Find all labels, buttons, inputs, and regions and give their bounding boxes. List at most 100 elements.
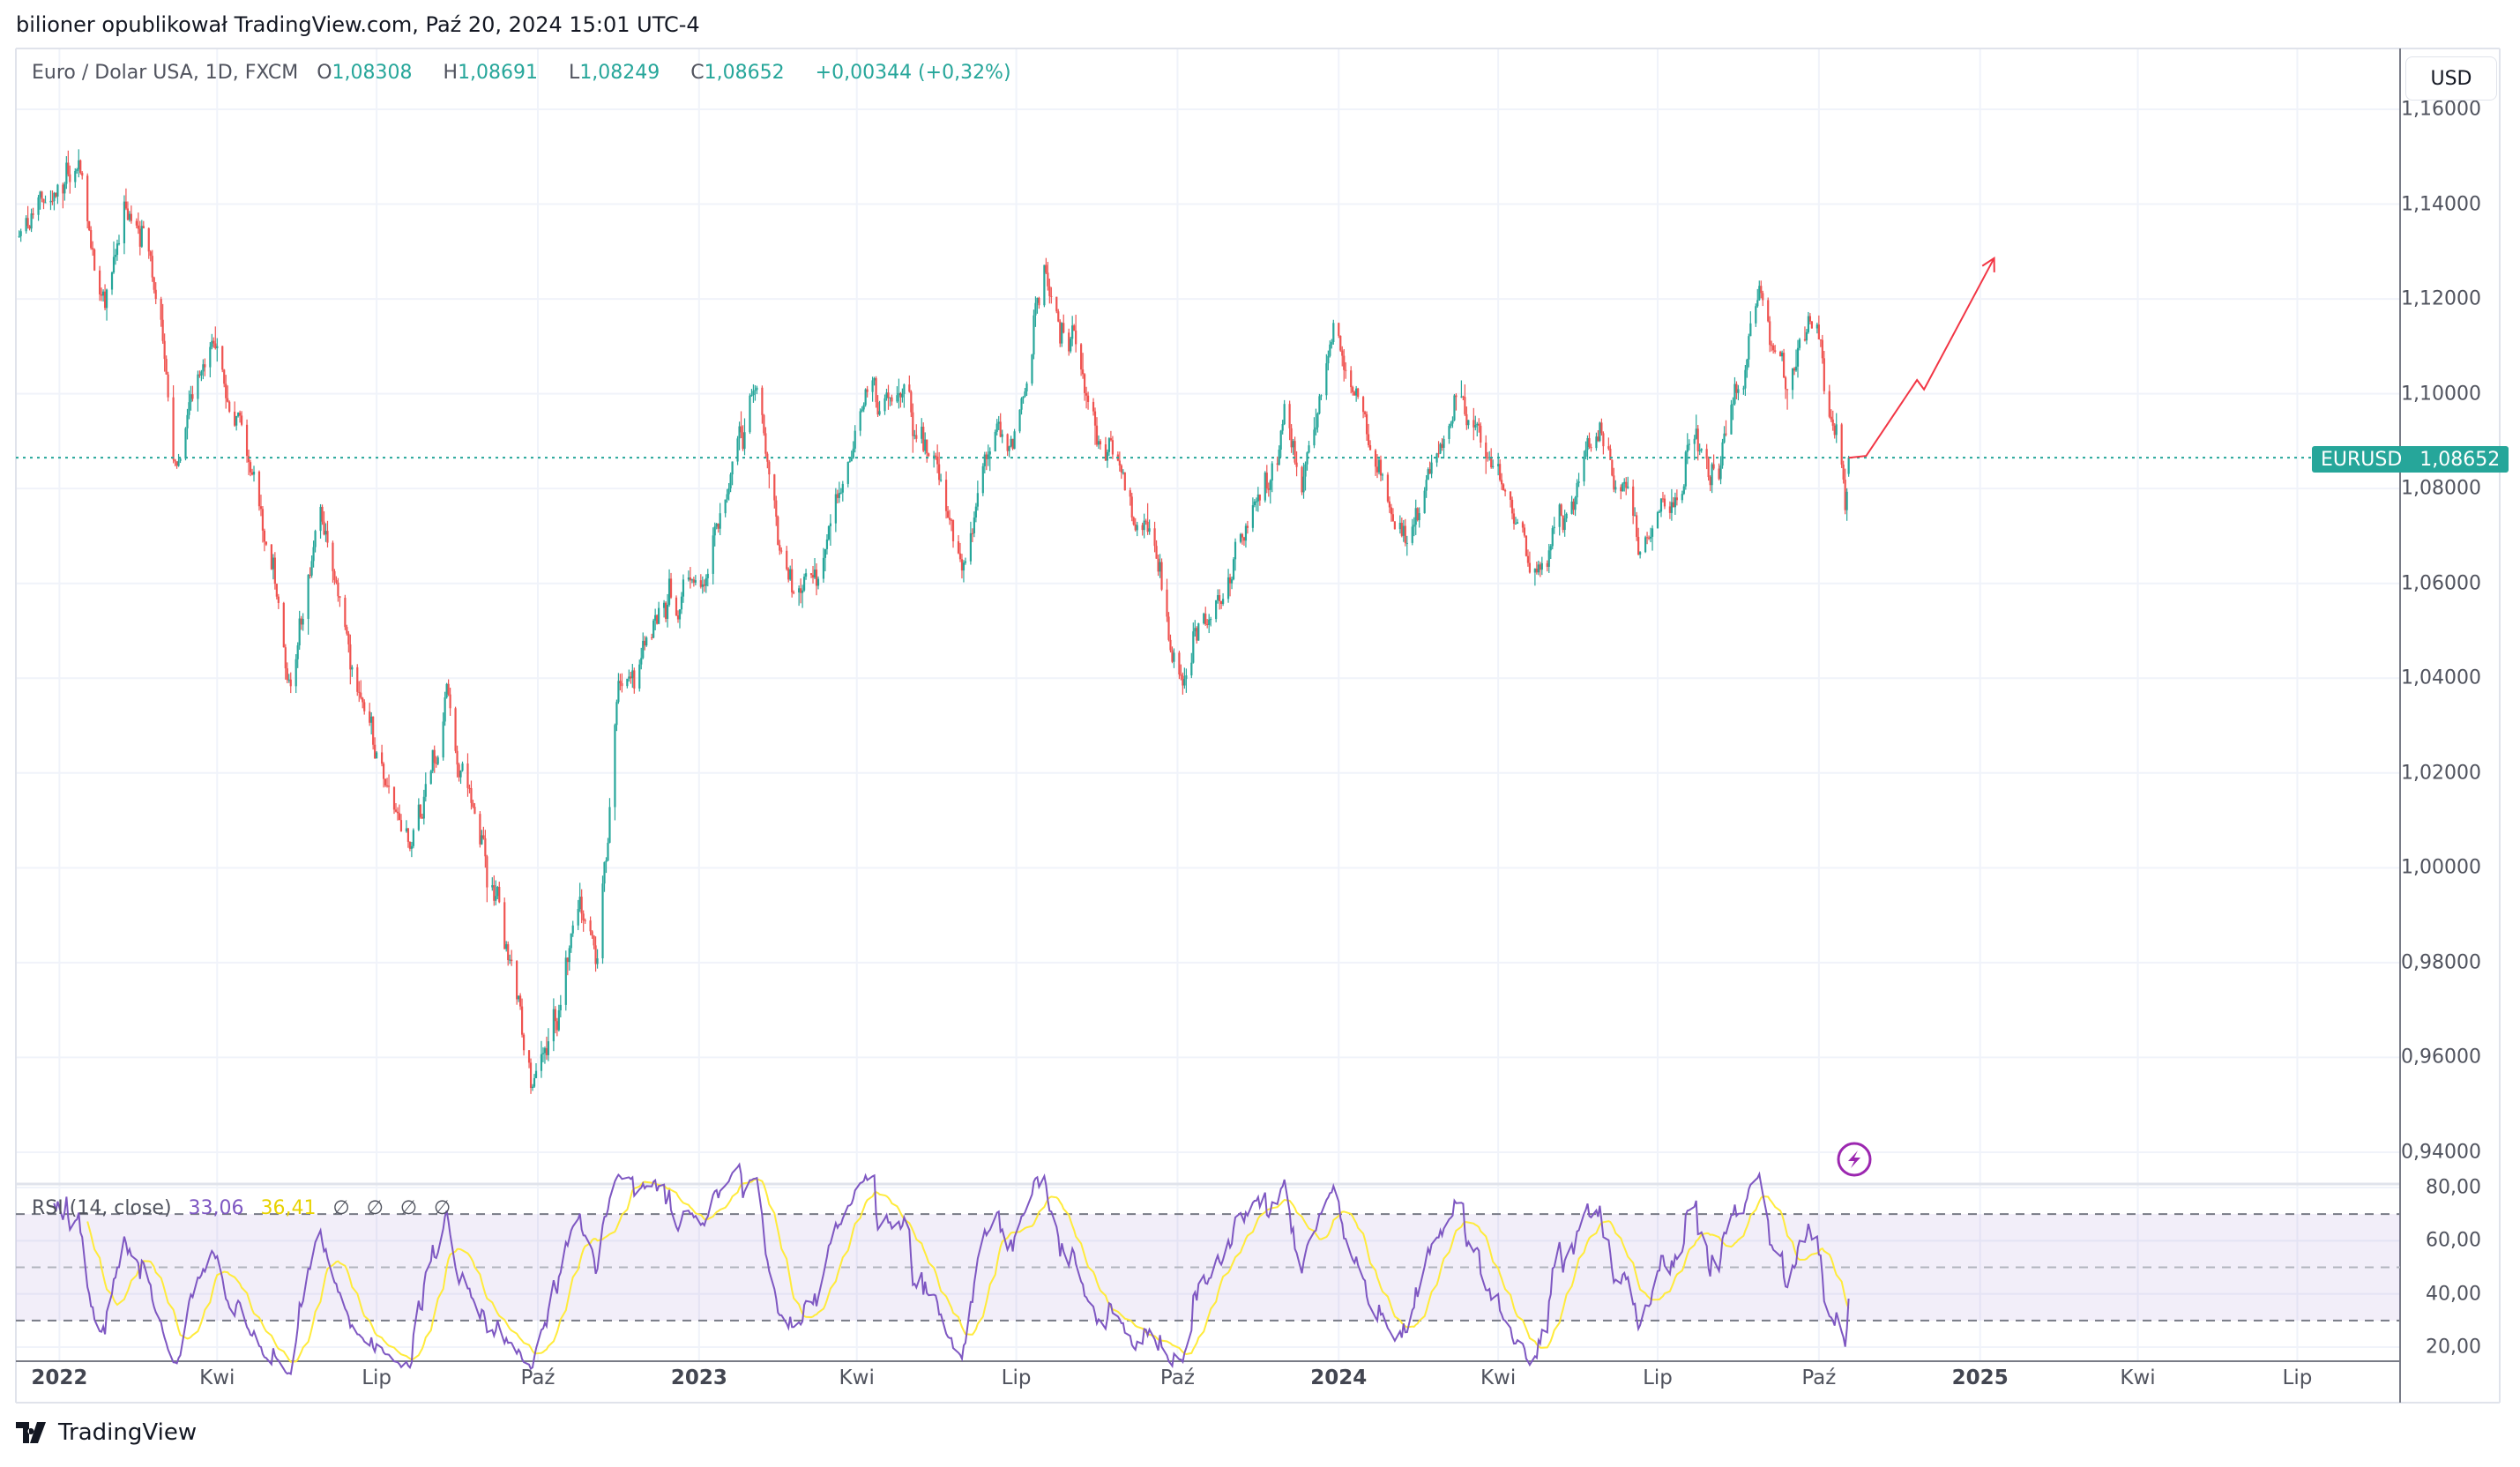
candle-body	[1055, 296, 1058, 312]
candle	[472, 800, 474, 808]
candle	[676, 610, 680, 623]
currency-button[interactable]: USD	[2405, 56, 2497, 101]
candle-body	[1411, 526, 1413, 543]
candle-body	[261, 509, 265, 531]
candle-body	[1651, 528, 1654, 537]
candle-body	[1719, 465, 1722, 480]
candle-body	[1730, 405, 1733, 435]
candle	[786, 546, 788, 571]
candle-body	[584, 920, 586, 921]
candle-body	[67, 162, 70, 175]
candle-body	[241, 415, 243, 425]
candle	[1192, 622, 1195, 664]
candle-body	[507, 944, 510, 961]
candle-body	[1502, 484, 1505, 490]
candle	[1332, 319, 1335, 345]
time-tick: Kwi	[199, 1366, 235, 1389]
candle	[816, 576, 820, 590]
candle-body	[272, 557, 274, 570]
rsi-legend[interactable]: RSI (14, close) 33,06 36,41 ∅ ∅ ∅ ∅	[32, 1197, 461, 1219]
candle	[110, 271, 114, 295]
candle	[163, 333, 166, 372]
candle-body	[509, 959, 511, 961]
candle	[161, 303, 164, 344]
candle-body	[1001, 434, 1003, 437]
candle	[1018, 409, 1021, 434]
candle-body	[298, 618, 301, 646]
symbol-legend[interactable]: Euro / Dolar USA, 1D, FXCM O1,08308 H1,0…	[32, 62, 1024, 84]
candle	[289, 672, 292, 694]
candle	[946, 506, 950, 518]
candle	[1430, 454, 1433, 479]
candle	[309, 567, 311, 579]
candle-body	[204, 364, 206, 368]
candle	[1264, 471, 1266, 503]
candle-body	[1490, 457, 1493, 467]
candle	[839, 488, 842, 495]
candle	[582, 910, 585, 932]
candle	[964, 557, 967, 565]
candle-body	[1386, 474, 1390, 502]
candle-body	[78, 160, 80, 170]
candle	[580, 889, 583, 924]
candle-body	[1576, 482, 1578, 498]
candle-body	[1595, 436, 1598, 449]
candle-body	[1288, 404, 1291, 428]
rsi-title[interactable]: RSI (14, close)	[32, 1197, 172, 1219]
candle-body	[1136, 525, 1138, 531]
time-tick: Paź	[520, 1366, 555, 1389]
lightning-icon[interactable]	[1837, 1142, 1872, 1177]
last-symbol: EURUSD	[2321, 448, 2403, 471]
price-tick: 0,98000	[2401, 951, 2481, 974]
candle-body	[1251, 505, 1254, 528]
candle	[1830, 409, 1832, 422]
candle	[1057, 309, 1060, 323]
candle	[1368, 440, 1372, 451]
candle	[1684, 450, 1687, 490]
candle-body	[645, 637, 648, 646]
candle-body	[1132, 517, 1135, 525]
candle-body	[282, 602, 285, 648]
candle	[1675, 489, 1678, 506]
candle-body	[736, 438, 739, 462]
candle-body	[212, 340, 215, 344]
candle	[459, 770, 462, 785]
candle	[736, 436, 739, 465]
candle	[1043, 264, 1046, 308]
projection-arrow[interactable]	[1848, 257, 1995, 459]
candle-body	[913, 435, 916, 436]
candle-body	[1376, 466, 1379, 473]
footer-brand[interactable]: TradingView	[16, 1419, 197, 1446]
candle	[1242, 536, 1246, 547]
candle	[449, 688, 451, 716]
candle	[101, 287, 103, 302]
candle-body	[678, 609, 682, 620]
candle-body	[910, 391, 913, 413]
candle-body	[1563, 518, 1566, 531]
candle	[1146, 503, 1149, 535]
candle-body	[347, 633, 350, 644]
candle	[1180, 664, 1182, 681]
candle	[630, 672, 632, 684]
candle-body	[1031, 354, 1033, 384]
candle	[726, 488, 728, 503]
candle-body	[743, 432, 746, 450]
candle-body	[18, 235, 20, 237]
candle	[356, 664, 359, 696]
candle	[957, 535, 960, 555]
candle-body	[1379, 459, 1383, 476]
candle-body	[957, 540, 960, 554]
candle	[864, 388, 867, 407]
candle	[1278, 445, 1280, 465]
candle	[1033, 309, 1035, 360]
candle	[1013, 428, 1016, 450]
candle	[160, 296, 162, 327]
candle-body	[749, 395, 751, 433]
candle-body	[1129, 490, 1131, 497]
candle	[543, 1046, 547, 1064]
symbol-description[interactable]: Euro / Dolar USA, 1D, FXCM	[32, 62, 299, 84]
candle-body	[1695, 428, 1697, 439]
candle	[1352, 385, 1354, 396]
candle-body	[899, 392, 902, 398]
